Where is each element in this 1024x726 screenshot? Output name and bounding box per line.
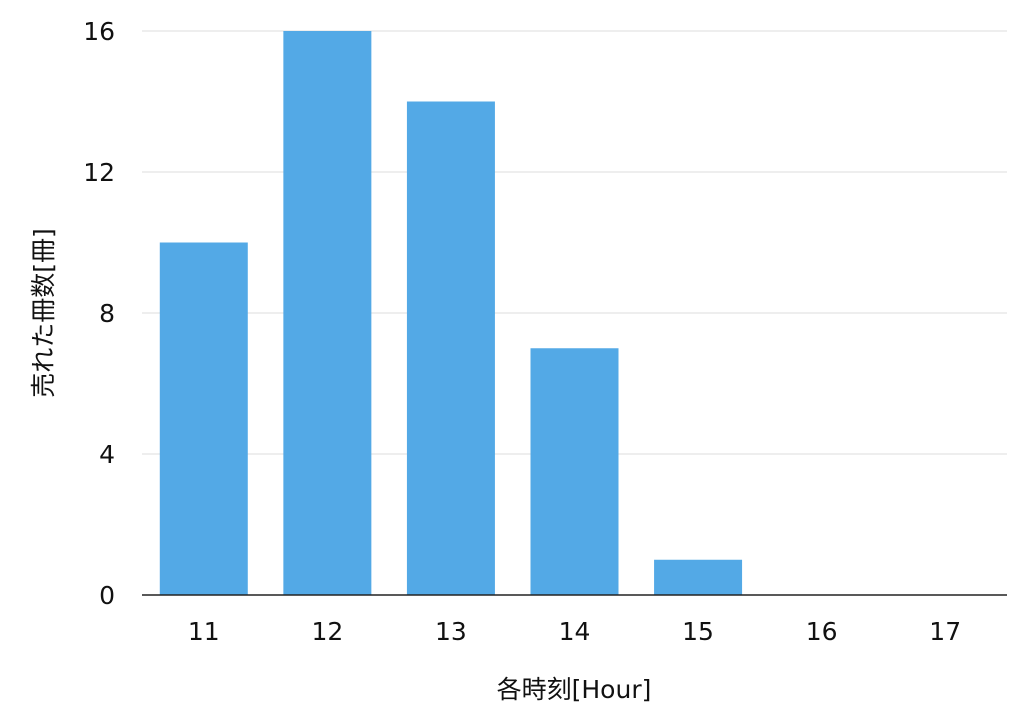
x-tick-label: 16 [806,617,838,646]
y-tick-label: 12 [83,158,115,187]
bar [283,31,372,595]
bar [654,559,743,595]
x-tick-label: 15 [682,617,714,646]
x-tick-label: 17 [929,617,961,646]
bar [406,101,495,595]
bars [159,31,743,595]
y-tick-label: 8 [99,299,115,328]
bar [159,242,248,595]
y-tick-label: 16 [83,17,115,46]
bar [530,348,619,595]
y-axis-label: 売れた冊数[冊] [29,228,58,398]
y-tick-label: 4 [99,440,115,469]
x-axis-label: 各時刻[Hour] [497,675,652,704]
y-tick-label: 0 [99,581,115,610]
x-tick-label: 12 [311,617,343,646]
x-tick-label: 13 [435,617,467,646]
x-tick-label: 11 [188,617,220,646]
x-tick-labels: 11 12 13 14 15 16 17 [188,617,961,646]
x-tick-label: 14 [559,617,591,646]
y-tick-labels: 0 4 8 12 16 [83,17,115,610]
